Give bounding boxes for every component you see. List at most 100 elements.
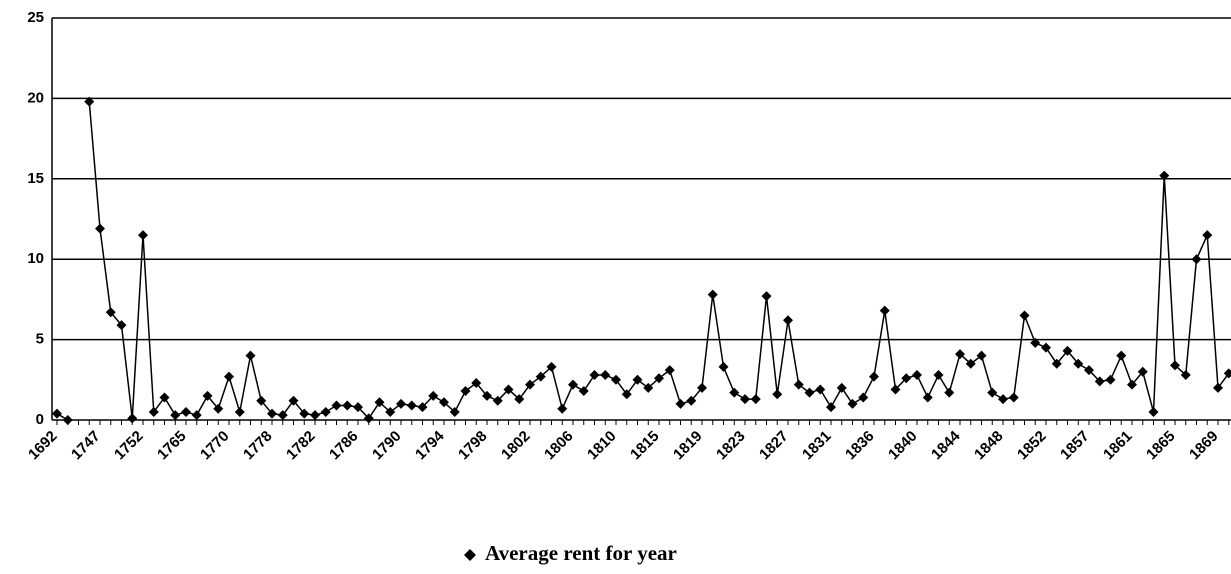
marker (589, 369, 600, 380)
marker (729, 387, 740, 398)
marker (417, 402, 428, 413)
marker (783, 315, 793, 326)
marker (1105, 374, 1116, 385)
marker (1084, 365, 1094, 376)
marker (697, 382, 707, 393)
marker (654, 373, 664, 384)
marker (1094, 376, 1105, 387)
marker (826, 402, 836, 413)
marker (901, 373, 912, 384)
x-tick-label: 1823 (713, 428, 749, 464)
marker (557, 403, 568, 414)
marker (277, 410, 288, 421)
x-tick-label: 1806 (541, 428, 577, 464)
marker (568, 379, 578, 390)
marker (84, 96, 95, 107)
marker (890, 384, 901, 395)
marker (342, 400, 353, 411)
marker (138, 230, 148, 241)
marker (740, 394, 750, 405)
marker (933, 369, 944, 380)
marker (1041, 342, 1051, 353)
marker (1051, 358, 1062, 369)
marker (170, 410, 181, 421)
x-tick-label: 1852 (1014, 428, 1050, 464)
x-tick-label: 1810 (584, 428, 620, 464)
y-tick-label: 25 (27, 9, 44, 26)
x-tick-label: 1844 (928, 427, 964, 463)
x-tick-label: 1802 (498, 428, 534, 464)
x-tick-label: 1836 (842, 428, 878, 464)
marker (707, 289, 718, 300)
x-tick-label: 1815 (627, 428, 663, 464)
marker (1180, 369, 1191, 380)
y-tick-label: 5 (36, 331, 44, 348)
marker (632, 374, 643, 385)
x-tick-label: 1752 (111, 428, 147, 464)
marker (976, 350, 987, 361)
x-tick-label: 1848 (971, 428, 1007, 464)
marker (310, 410, 320, 421)
marker (578, 386, 589, 397)
marker (1148, 406, 1159, 417)
marker (1170, 360, 1180, 371)
x-tick-label: 1747 (68, 428, 104, 464)
legend-marker (464, 549, 476, 561)
marker (879, 305, 890, 316)
marker (675, 398, 686, 409)
marker (428, 390, 439, 401)
marker (396, 398, 406, 409)
marker (439, 397, 449, 408)
marker (1137, 366, 1148, 377)
marker (363, 413, 374, 424)
marker (1019, 310, 1030, 321)
y-tick-label: 15 (27, 170, 44, 187)
marker (471, 378, 482, 389)
x-tick-label: 1819 (670, 428, 706, 464)
marker (546, 361, 557, 372)
x-tick-label: 1798 (455, 428, 491, 464)
marker (912, 369, 922, 380)
marker (127, 413, 138, 424)
x-tick-label: 1831 (799, 428, 835, 464)
marker (815, 384, 826, 395)
marker (1202, 230, 1213, 241)
marker (772, 389, 783, 400)
marker (750, 394, 761, 405)
marker (514, 394, 525, 405)
marker (492, 395, 503, 406)
marker (159, 392, 170, 403)
marker (869, 371, 879, 382)
marker (611, 374, 621, 385)
marker (1213, 382, 1223, 393)
marker (288, 395, 299, 406)
marker (224, 371, 234, 382)
marker (256, 395, 267, 406)
marker (793, 379, 804, 390)
legend-label: Average rent for year (485, 541, 677, 565)
marker (965, 358, 976, 369)
marker (664, 365, 675, 376)
y-tick-label: 20 (27, 89, 44, 106)
marker (385, 406, 396, 417)
x-tick-label: 1840 (885, 428, 921, 464)
marker (847, 398, 858, 409)
marker (621, 389, 632, 400)
marker (1008, 392, 1019, 403)
marker (600, 369, 611, 380)
x-tick-label: 1865 (1143, 428, 1179, 464)
y-tick-label: 0 (36, 411, 44, 428)
marker (213, 403, 224, 414)
marker (202, 390, 213, 401)
marker (1116, 350, 1127, 361)
marker (406, 400, 417, 411)
x-tick-label: 1869 (1186, 428, 1222, 464)
marker (320, 406, 331, 417)
marker (95, 223, 105, 234)
marker (836, 382, 847, 393)
line (56, 101, 1230, 421)
marker (525, 379, 535, 390)
x-tick-label: 1790 (369, 428, 405, 464)
x-tick-label: 1857 (1057, 428, 1093, 464)
y-tick-label: 10 (27, 250, 44, 267)
